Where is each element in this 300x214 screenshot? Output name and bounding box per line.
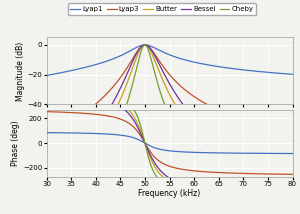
Cheby [139, 52, 142, 55]
Cheby [143, 44, 147, 46]
Butter [247, 110, 250, 113]
Cheby [247, 110, 250, 113]
X-axis label: Frequency (kHz): Frequency (kHz) [138, 189, 201, 199]
Lyap1 [247, 69, 250, 72]
Lyap3 [143, 44, 147, 46]
Butter [291, 110, 294, 113]
Lyap1 [291, 73, 294, 76]
Lyap3 [228, 110, 232, 113]
Cheby [89, 110, 93, 113]
Lyap3 [205, 103, 208, 106]
Lyap1 [139, 44, 142, 47]
Butter [228, 110, 232, 113]
Butter [143, 44, 147, 46]
Butter [45, 110, 48, 113]
Line: Butter: Butter [46, 45, 292, 112]
Bessel [143, 44, 147, 46]
Cheby [228, 110, 232, 113]
Bessel [291, 110, 294, 113]
Butter [89, 110, 93, 113]
Lyap1 [205, 63, 208, 66]
Bessel [247, 110, 250, 113]
Legend: Lyap1, Lyap3, Butter, Bessel, Cheby: Lyap1, Lyap3, Butter, Bessel, Cheby [68, 3, 256, 15]
Lyap3 [192, 95, 196, 98]
Bessel [205, 110, 208, 113]
Bessel [139, 46, 142, 49]
Bessel [45, 110, 48, 113]
Butter [192, 110, 196, 113]
Bessel [192, 110, 196, 113]
Lyap1 [192, 61, 196, 63]
Lyap1 [228, 67, 232, 70]
Line: Lyap1: Lyap1 [46, 45, 292, 76]
Lyap1 [45, 74, 48, 77]
Lyap1 [143, 44, 147, 46]
Y-axis label: Magnitude (dB): Magnitude (dB) [16, 41, 25, 101]
Lyap3 [247, 110, 250, 113]
Cheby [45, 110, 48, 113]
Butter [139, 48, 142, 50]
Line: Bessel: Bessel [46, 45, 292, 112]
Y-axis label: Phase (deg): Phase (deg) [11, 120, 20, 166]
Lyap1 [89, 65, 93, 67]
Lyap3 [139, 46, 142, 49]
Cheby [291, 110, 294, 113]
Cheby [192, 110, 196, 113]
Line: Lyap3: Lyap3 [46, 45, 292, 112]
Lyap3 [89, 107, 93, 109]
Butter [205, 110, 208, 113]
Lyap3 [291, 110, 294, 113]
Lyap3 [45, 110, 48, 113]
Cheby [205, 110, 208, 113]
Bessel [228, 110, 232, 113]
Line: Cheby: Cheby [46, 45, 292, 112]
Bessel [89, 110, 93, 113]
